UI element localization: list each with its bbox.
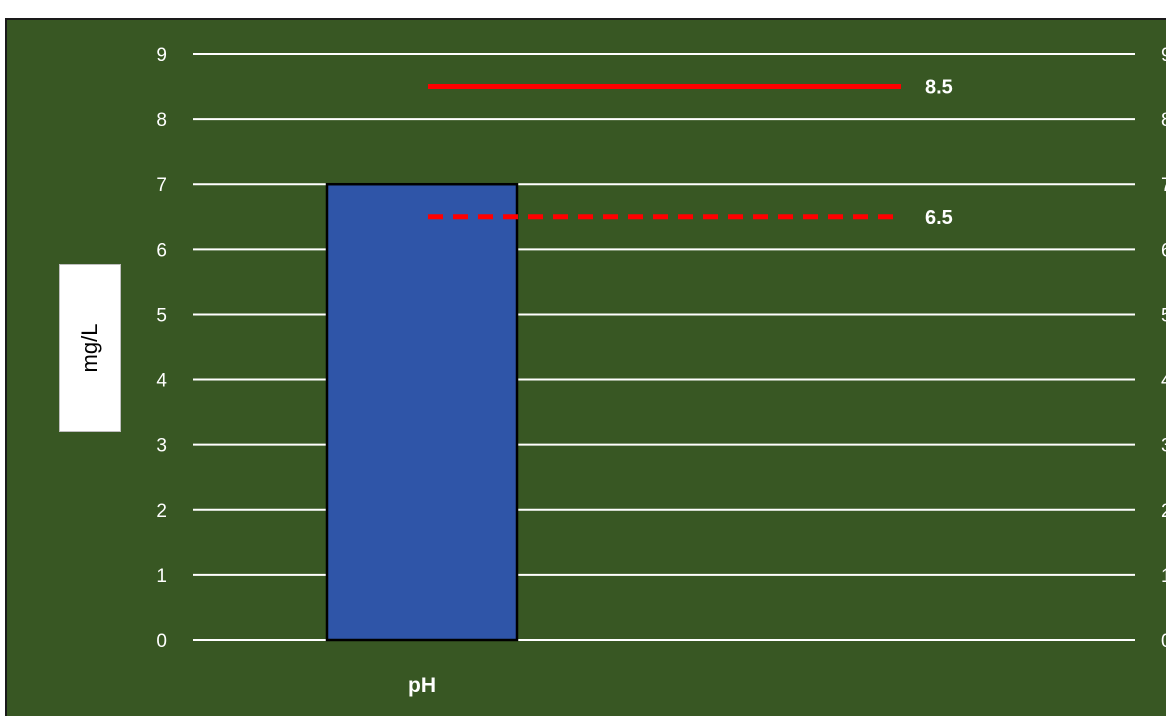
y-tick-label: 0 — [156, 631, 167, 652]
secondary-y-tick-label: 0 — [1161, 631, 1166, 652]
secondary-y-tick-label: 1 — [1161, 566, 1166, 587]
reference-line-label: 6.5 — [925, 207, 953, 229]
y-tick-label: 1 — [156, 566, 167, 587]
y-tick-label: 4 — [156, 371, 167, 392]
x-category-label: pH — [408, 674, 436, 697]
y-tick-label: 6 — [156, 240, 167, 261]
y-tick-label: 9 — [156, 45, 167, 66]
secondary-y-tick-label: 5 — [1161, 305, 1166, 326]
chart-plot: 0 1 2 3 4 5 6 7 8 9 0 1 2 3 4 5 6 7 8 9 pH 8.5 6.5 — [156, 45, 1166, 697]
y-tick-label: 3 — [156, 436, 167, 457]
y-tick-label: 5 — [156, 305, 167, 326]
y-tick-label: 2 — [156, 501, 167, 522]
secondary-y-tick-label: 3 — [1161, 436, 1166, 457]
y-axis-label-box: mg/L — [59, 264, 121, 432]
y-tick-label: 8 — [156, 110, 167, 131]
reference-line-label: 8.5 — [925, 77, 953, 99]
secondary-y-tick-label: 6 — [1161, 240, 1166, 261]
y-axis-label: mg/L — [77, 323, 102, 373]
secondary-y-tick-label: 7 — [1161, 175, 1166, 196]
secondary-y-tick-label: 2 — [1161, 501, 1166, 522]
y-tick-label: 7 — [156, 175, 167, 196]
bar-ph — [325, 182, 519, 642]
secondary-y-tick-label: 8 — [1161, 110, 1166, 131]
secondary-y-tick-label: 9 — [1161, 45, 1166, 66]
chart-area: 0 1 2 3 4 5 6 7 8 9 0 1 2 3 4 5 6 7 8 9 pH 8.5 6.5 mg/L — [5, 18, 1166, 716]
secondary-y-tick-label: 4 — [1161, 371, 1166, 392]
